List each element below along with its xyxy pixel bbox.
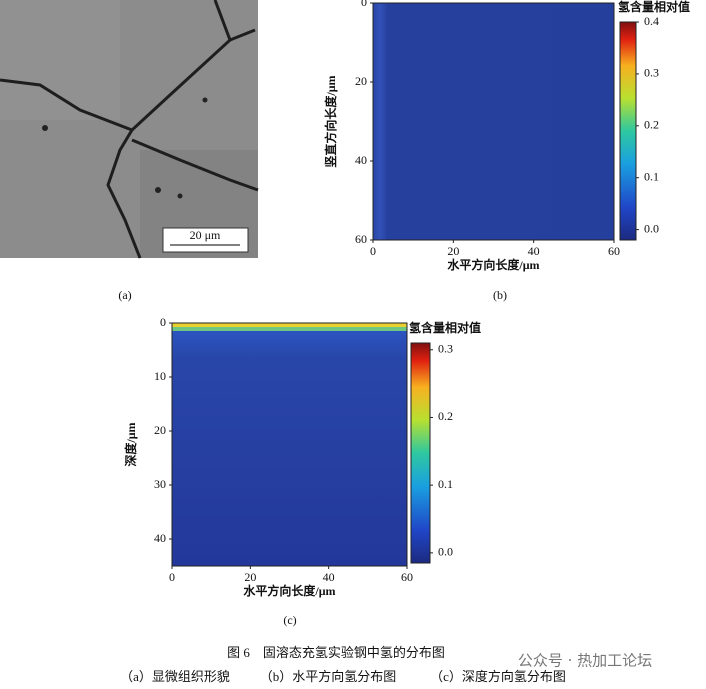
y-axis-label: 竖直方向长度/μm <box>323 75 338 167</box>
x-axis-label: 水平方向长度/μm <box>447 257 539 272</box>
x-tick-label: 60 <box>608 244 620 258</box>
x-tick-label: 40 <box>528 244 540 258</box>
subcaption: （b）水平方向氢分布图 <box>260 669 397 684</box>
panel-label: (a) <box>118 288 131 302</box>
micrograph: 20 μm <box>0 0 259 259</box>
axes-frame <box>372 2 615 241</box>
panel-label: (b) <box>493 288 507 302</box>
axes-frame <box>171 322 408 567</box>
scale-bar-label: 20 μm <box>190 228 221 242</box>
x-tick-label: 0 <box>169 570 175 584</box>
colorbar-tick-label: 0.0 <box>644 221 659 235</box>
colorbar <box>619 21 637 241</box>
y-axis-label: 深度/μm <box>123 422 138 466</box>
heatmap <box>172 323 407 566</box>
colorbar-tick-label: 0.0 <box>438 545 453 559</box>
x-tick-label: 40 <box>323 570 335 584</box>
x-tick-label: 0 <box>370 244 376 258</box>
colorbar-title: 氢含量相对值 <box>409 320 481 335</box>
heatmap-surface <box>172 327 407 331</box>
panel-label: (c) <box>283 613 296 627</box>
colorbar-tick-label: 0.2 <box>438 409 453 423</box>
y-tick-label: 30 <box>154 477 166 491</box>
x-tick-label: 20 <box>447 244 459 258</box>
heatmap-surface <box>172 323 407 327</box>
colorbar-tick-label: 0.1 <box>644 169 659 183</box>
y-tick-label: 40 <box>355 153 367 167</box>
x-tick-label: 20 <box>244 570 256 584</box>
y-tick-label: 60 <box>355 232 367 246</box>
colorbar-title: 氢含量相对值 <box>618 0 690 14</box>
y-tick-label: 0 <box>160 315 166 329</box>
colorbar-tick-label: 0.1 <box>438 477 453 491</box>
heatmap <box>373 3 614 240</box>
colorbar-tick-label: 0.4 <box>644 14 659 28</box>
y-tick-label: 40 <box>154 531 166 545</box>
colorbar <box>410 342 431 564</box>
colorbar-tick-label: 0.2 <box>644 118 659 132</box>
subcaption: （a）显微组织形貌 <box>120 669 230 684</box>
x-axis-label: 水平方向长度/μm <box>243 583 335 598</box>
watermark: 公众号 · 热加工论坛 <box>518 652 652 670</box>
figure-caption: 图 6 固溶态充氢实验钢中氢的分布图 <box>227 645 445 660</box>
subcaption: （c）深度方向氢分布图 <box>430 669 566 684</box>
y-tick-label: 20 <box>154 423 166 437</box>
y-tick-label: 10 <box>154 369 166 383</box>
colorbar-tick-label: 0.3 <box>644 66 659 80</box>
x-tick-label: 60 <box>401 570 413 584</box>
y-tick-label: 0 <box>361 0 367 9</box>
y-tick-label: 20 <box>355 74 367 88</box>
colorbar-tick-label: 0.3 <box>438 342 453 356</box>
